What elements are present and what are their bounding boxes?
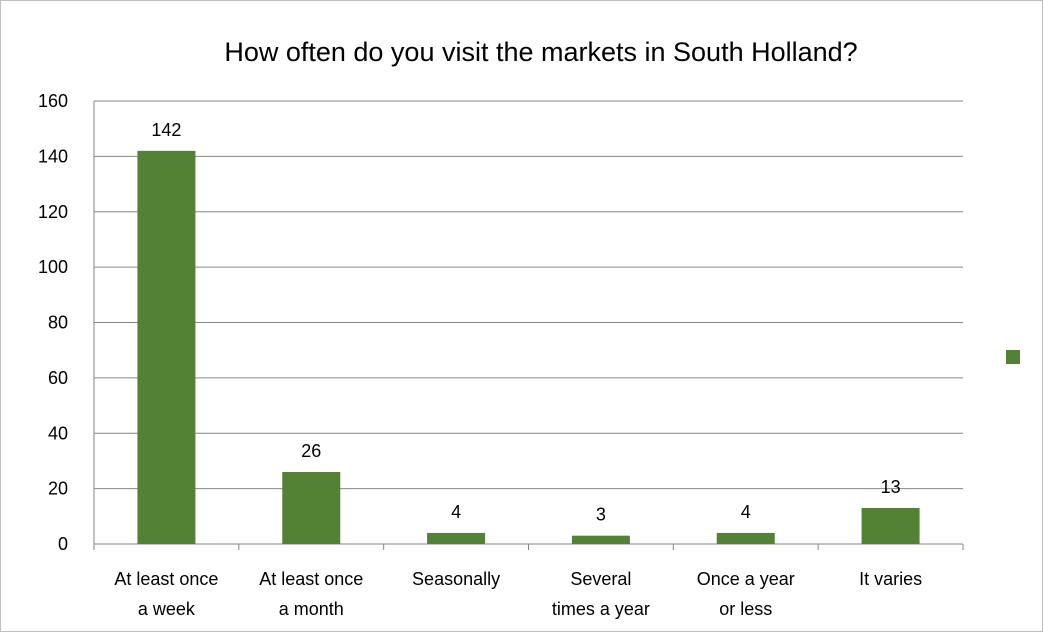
data-label: 26 — [301, 441, 321, 461]
bar — [427, 532, 486, 544]
bars — [137, 150, 920, 544]
chart-title: How often do you visit the markets in So… — [224, 37, 857, 67]
x-category-label: At least once — [114, 569, 218, 589]
y-tick-label: 20 — [48, 479, 68, 499]
bar — [282, 472, 341, 544]
gridlines — [93, 100, 964, 550]
y-tick-label: 140 — [38, 146, 68, 166]
bar — [137, 150, 196, 544]
x-category-label: or less — [719, 599, 772, 619]
data-label: 4 — [741, 502, 751, 522]
legend-swatch — [1006, 350, 1020, 364]
data-label: 3 — [596, 505, 606, 525]
y-tick-label: 40 — [48, 423, 68, 443]
y-axis-ticks: 0 20 40 60 80 100 120 140 160 — [38, 91, 68, 554]
x-category-label: a week — [138, 599, 196, 619]
bar — [571, 535, 630, 544]
y-tick-label: 120 — [38, 202, 68, 222]
data-labels: 142 26 4 3 4 13 — [151, 120, 900, 525]
data-label: 142 — [151, 120, 181, 140]
y-tick-label: 160 — [38, 91, 68, 111]
x-category-label: Once a year — [697, 569, 795, 589]
y-tick-label: 100 — [38, 257, 68, 277]
x-category-label: times a year — [552, 599, 650, 619]
x-category-label: Several — [570, 569, 631, 589]
y-tick-label: 60 — [48, 368, 68, 388]
data-label: 13 — [881, 477, 901, 497]
legend — [1006, 350, 1020, 364]
x-axis-categories: At least once a week At least once a month S… — [114, 569, 922, 619]
bar — [716, 532, 775, 544]
y-tick-label: 0 — [58, 534, 68, 554]
x-category-label: At least once — [259, 569, 363, 589]
x-category-label: Seasonally — [412, 569, 500, 589]
x-category-label: It varies — [859, 569, 922, 589]
y-tick-label: 80 — [48, 313, 68, 333]
bar — [861, 508, 920, 544]
x-category-label: a month — [279, 599, 344, 619]
data-label: 4 — [451, 502, 461, 522]
